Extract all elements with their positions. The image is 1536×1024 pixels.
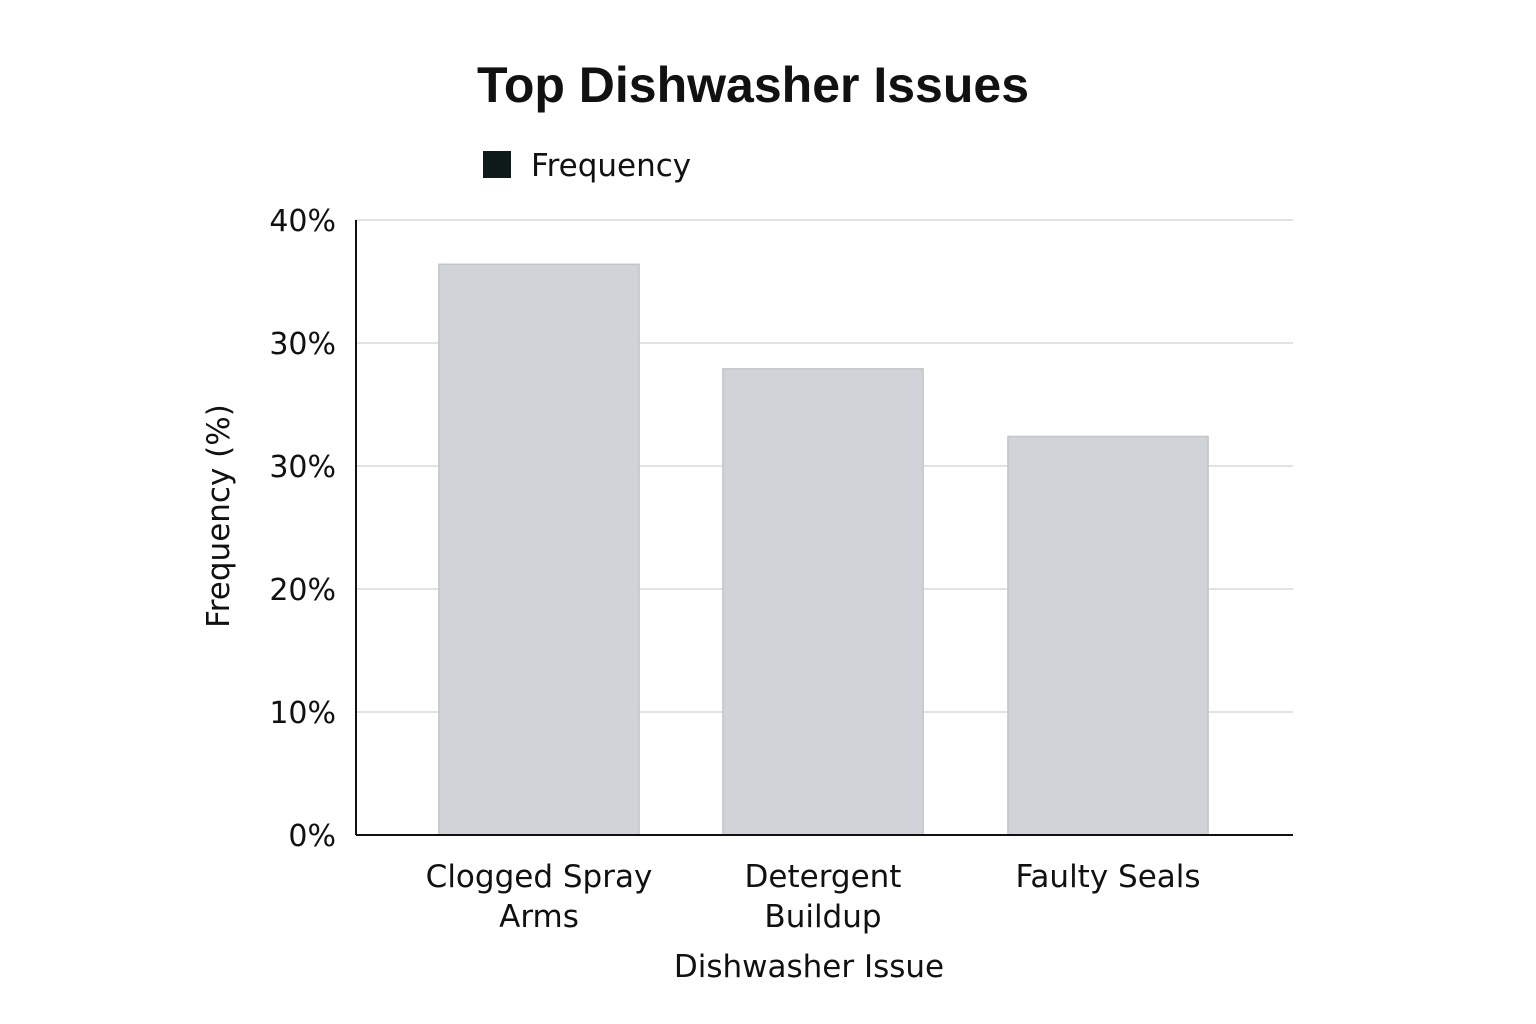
legend: Frequency	[483, 148, 691, 184]
x-tick-label: Buildup	[764, 899, 881, 935]
legend-label: Frequency	[531, 148, 691, 184]
legend-swatch	[483, 151, 511, 178]
x-tick-label: Arms	[499, 899, 579, 935]
bars	[438, 263, 1209, 836]
y-tick-labels: 0% 10% 20% 30% 30% 40%	[269, 204, 336, 854]
x-axis-label: Dishwasher Issue	[674, 949, 944, 985]
bar	[438, 263, 640, 836]
x-tick-labels: Clogged Spray Arms Detergent Buildup Faulty …	[426, 859, 1201, 935]
y-tick-label: 30%	[269, 327, 336, 362]
y-tick-label: 10%	[269, 696, 336, 731]
y-tick-label: 0%	[288, 819, 336, 854]
bar	[722, 368, 924, 836]
x-tick-label: Clogged Spray	[426, 859, 653, 895]
chart-title: Top Dishwasher Issues	[477, 57, 1029, 113]
y-tick-label: 30%	[269, 450, 336, 485]
y-tick-label: 40%	[269, 204, 336, 239]
y-axis-label: Frequency (%)	[201, 404, 237, 628]
axes	[355, 220, 1293, 836]
x-tick-label: Faulty Seals	[1015, 859, 1200, 895]
x-tick-label: Detergent	[745, 859, 902, 895]
bar	[1007, 435, 1209, 836]
y-tick-label: 20%	[269, 573, 336, 608]
